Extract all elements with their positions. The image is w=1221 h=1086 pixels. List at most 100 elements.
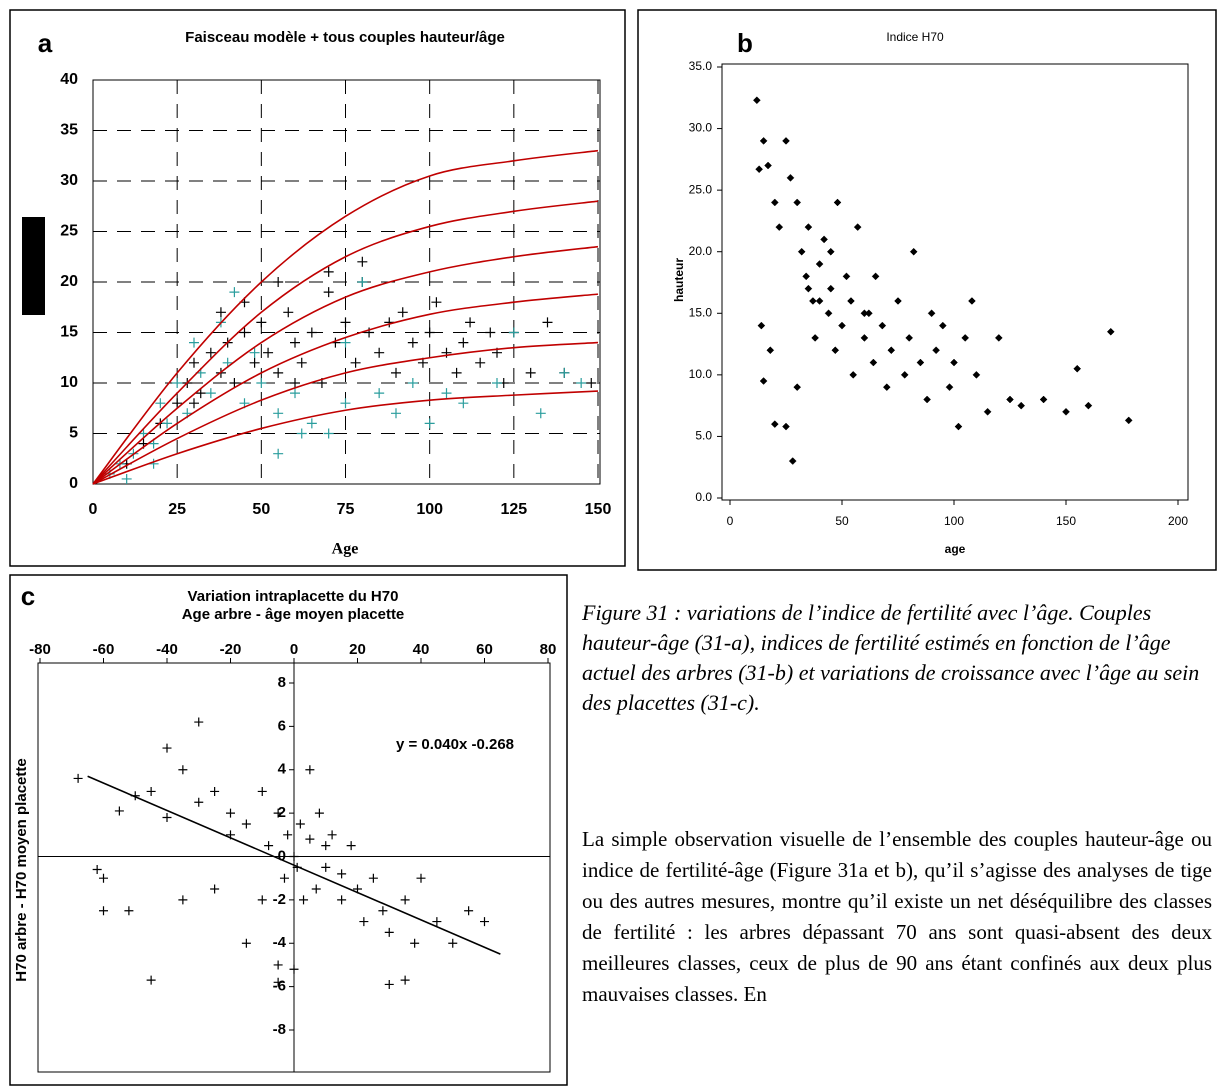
point — [391, 408, 401, 419]
y-tick-label: -4 — [273, 934, 287, 951]
y-tick-label: -2 — [273, 891, 286, 908]
point — [770, 420, 779, 428]
point — [809, 297, 817, 305]
point — [838, 321, 846, 330]
panel-label: c — [21, 581, 35, 611]
y-tick-label: 15.0 — [689, 305, 713, 319]
point — [146, 975, 156, 985]
point — [314, 808, 324, 818]
point — [273, 448, 284, 459]
y-tick-label: 10.0 — [689, 367, 713, 381]
x-tick-label: 50 — [252, 501, 270, 518]
point — [337, 869, 347, 879]
point — [842, 272, 851, 281]
point — [114, 806, 124, 816]
point — [359, 917, 369, 927]
y-tick-label: 40 — [60, 71, 78, 88]
point — [357, 256, 368, 267]
y-tick-label: 0.0 — [695, 490, 712, 504]
x-tick-label: 60 — [476, 641, 493, 658]
x-axis-label: age — [945, 542, 966, 556]
point — [368, 873, 378, 883]
x-tick-label: -80 — [29, 641, 51, 658]
point — [586, 378, 597, 388]
body-text: La simple observation visuelle de l’ense… — [582, 827, 1212, 1006]
point — [416, 873, 426, 883]
x-tick-label: 0 — [727, 514, 734, 528]
point — [194, 797, 204, 807]
point — [374, 388, 385, 399]
point — [923, 395, 931, 404]
point — [909, 247, 918, 256]
point — [321, 841, 331, 851]
point — [485, 327, 496, 338]
point — [121, 473, 132, 484]
point — [847, 297, 855, 305]
point — [172, 378, 183, 388]
point — [321, 862, 331, 872]
point — [296, 357, 307, 368]
x-tick-label: 50 — [835, 514, 849, 528]
point — [905, 334, 914, 342]
point — [804, 223, 813, 231]
panel-frame — [9, 9, 626, 567]
x-tick-label: -20 — [220, 641, 242, 658]
point — [340, 398, 351, 409]
point — [424, 327, 435, 338]
point — [273, 977, 283, 987]
point — [290, 337, 300, 348]
point — [194, 717, 204, 727]
y-tick-label: 4 — [278, 761, 287, 778]
point — [451, 367, 462, 378]
point — [932, 346, 940, 355]
point — [797, 247, 806, 256]
point — [73, 773, 83, 783]
point — [961, 334, 970, 342]
point — [410, 938, 420, 948]
point — [249, 347, 260, 358]
point — [882, 383, 891, 392]
redacted-label — [22, 217, 45, 315]
point — [432, 917, 442, 927]
point — [820, 235, 828, 244]
y-tick-label: 5 — [69, 425, 78, 442]
curve — [87, 775, 501, 955]
point — [323, 266, 334, 277]
point — [340, 337, 351, 348]
point — [871, 272, 880, 281]
point — [938, 321, 947, 330]
point — [305, 834, 315, 844]
point — [757, 321, 766, 330]
point — [273, 960, 283, 970]
point — [441, 388, 452, 399]
point — [775, 223, 784, 231]
point — [972, 371, 981, 379]
point — [755, 165, 763, 174]
point — [178, 765, 188, 775]
point — [788, 457, 797, 465]
chart-title: Variation intraplacette du H70 — [188, 588, 399, 605]
point — [189, 357, 199, 368]
point — [210, 786, 220, 796]
figure-caption: Figure 31 : variations de l’indice de fe… — [582, 600, 1200, 715]
point — [759, 377, 768, 385]
point — [559, 367, 570, 378]
point — [407, 337, 418, 348]
point — [189, 337, 199, 348]
point — [786, 173, 795, 182]
point — [323, 428, 334, 439]
point — [802, 272, 811, 281]
point — [480, 917, 489, 927]
point — [400, 895, 410, 905]
point — [400, 975, 410, 985]
point — [492, 378, 502, 388]
y-tick-label: 30 — [60, 172, 78, 189]
point — [853, 223, 862, 231]
point — [239, 327, 250, 338]
point — [849, 371, 858, 379]
point — [305, 765, 315, 775]
x-tick-label: 125 — [500, 501, 527, 518]
point — [1124, 416, 1133, 425]
point — [464, 906, 474, 916]
point — [770, 198, 779, 207]
